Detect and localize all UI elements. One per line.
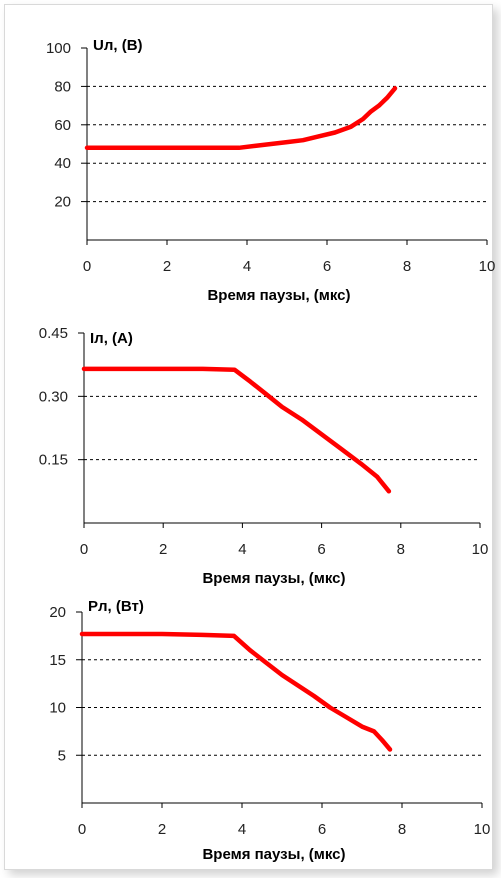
chart-0-y-tick-label: 40 — [54, 155, 71, 172]
chart-2-y-tick-label: 15 — [49, 652, 66, 669]
chart-2-x-tick-label: 0 — [78, 821, 86, 838]
chart-0-y-tick-label: 100 — [46, 40, 71, 57]
power-chart: Pл, (Вт) Время паузы, (мкс) 5 10 15 20 0 2 4 6 8… — [49, 598, 490, 863]
chart-0-x-tick-label: 2 — [163, 258, 171, 275]
chart-1-x-tick-label: 0 — [80, 541, 88, 558]
chart-0-y-tick-label: 60 — [54, 117, 71, 134]
chart-1-x-tick-label: 10 — [472, 541, 489, 558]
chart-1-ylabel: Iл, (А) — [90, 330, 133, 347]
chart-0-series-line — [84, 86, 398, 151]
chart-2-x-tick-label: 6 — [318, 821, 326, 838]
chart-1-x-tick-label: 6 — [317, 541, 325, 558]
chart-1-y-tick-label: 0.30 — [39, 388, 68, 405]
current-chart: Iл, (А) Время паузы, (мкс) 0.15 0.30 0.45 0… — [39, 325, 489, 587]
chart-1-series-line — [81, 366, 392, 494]
chart-2-ylabel: Pл, (Вт) — [88, 598, 144, 615]
chart-2-x-tick-label: 4 — [238, 821, 246, 838]
chart-1-x-tick-label: 4 — [238, 541, 246, 558]
chart-0-x-tick-label: 0 — [83, 258, 91, 275]
chart-0-x-tick-label: 10 — [479, 258, 496, 275]
chart-0-x-tick-label: 8 — [403, 258, 411, 275]
chart-0-xlabel: Время паузы, (мкс) — [207, 287, 350, 304]
chart-1-y-tick-label: 0.15 — [39, 452, 68, 469]
chart-1-y-tick-label: 0.45 — [39, 325, 68, 342]
chart-0-x-tick-label: 4 — [243, 258, 251, 275]
chart-0-y-tick-label: 80 — [54, 78, 71, 95]
chart-2-x-tick-label: 8 — [398, 821, 406, 838]
chart-0-x-tick-label: 6 — [323, 258, 331, 275]
chart-2-x-tick-label: 2 — [158, 821, 166, 838]
chart-0-y-tick-label: 20 — [54, 194, 71, 211]
chart-2-y-tick-label: 5 — [58, 747, 66, 764]
chart-2-y-tick-label: 20 — [49, 604, 66, 621]
chart-1-x-tick-label: 2 — [159, 541, 167, 558]
chart-2-x-tick-label: 10 — [474, 821, 491, 838]
voltage-chart: Uл, (В) Время паузы, (мкс) 20 40 60 80 100 0 2… — [46, 37, 495, 304]
chart-2-series-line — [79, 631, 393, 752]
chart-0-ylabel: Uл, (В) — [93, 37, 143, 54]
chart-1-x-tick-label: 8 — [397, 541, 405, 558]
chart-2-y-tick-label: 10 — [49, 700, 66, 717]
chart-1-xlabel: Время паузы, (мкс) — [202, 570, 345, 587]
chart-2-xlabel: Время паузы, (мкс) — [202, 846, 345, 863]
